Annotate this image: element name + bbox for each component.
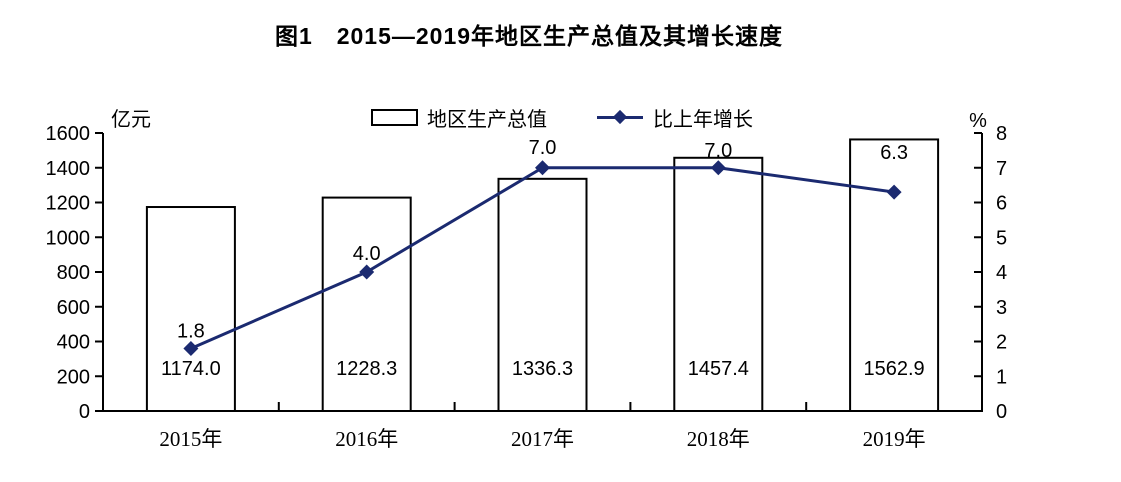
right-axis-unit-label: % xyxy=(969,110,987,132)
bar-value-label: 1174.0 xyxy=(161,358,221,380)
x-axis-category-label: 2015年 xyxy=(159,427,222,451)
left-axis-tick-label: 0 xyxy=(79,401,90,423)
left-axis-tick-label: 200 xyxy=(57,366,90,388)
bar-value-label: 1336.3 xyxy=(512,358,573,380)
right-axis-tick-label: 2 xyxy=(996,332,1007,354)
legend-label-gdp: 地区生产总值 xyxy=(427,109,547,131)
right-axis-tick-label: 0 xyxy=(996,401,1007,423)
line-value-label: 1.8 xyxy=(177,320,205,342)
x-axis-category-label: 2018年 xyxy=(687,427,750,451)
line-value-label: 7.0 xyxy=(704,140,732,162)
left-axis-tick-label: 1400 xyxy=(46,158,91,180)
left-axis-tick-label: 1600 xyxy=(46,123,91,145)
bar-value-label: 1457.4 xyxy=(688,358,749,380)
line-value-label: 6.3 xyxy=(880,142,908,164)
right-axis-tick-label: 5 xyxy=(996,227,1007,249)
right-axis-tick-label: 3 xyxy=(996,297,1007,319)
line-value-label: 7.0 xyxy=(529,137,557,159)
right-axis-tick-label: 8 xyxy=(996,123,1007,145)
left-axis-tick-label: 400 xyxy=(57,332,90,354)
bar-swatch-icon xyxy=(371,109,418,126)
line-point-marker xyxy=(535,160,550,176)
right-axis-tick-label: 1 xyxy=(996,366,1007,388)
line-point-marker xyxy=(359,264,375,280)
left-axis-tick-label: 800 xyxy=(57,262,90,284)
x-axis-category-label: 2017年 xyxy=(511,427,574,451)
bar-value-label: 1228.3 xyxy=(336,358,397,380)
left-axis-unit-label: 亿元 xyxy=(111,108,151,131)
line-swatch-icon xyxy=(597,116,643,119)
line-point-marker xyxy=(886,184,902,200)
left-axis-tick-label: 1000 xyxy=(46,227,91,249)
bar-value-label: 1562.9 xyxy=(864,358,925,380)
right-axis-tick-label: 7 xyxy=(996,158,1007,180)
chart-title: 图1 2015—2019年地区生产总值及其增长速度 xyxy=(274,23,784,49)
x-axis-category-label: 2019年 xyxy=(863,427,926,451)
legend-item-growth: 比上年增长 xyxy=(597,103,753,132)
left-axis-tick-label: 600 xyxy=(57,297,90,319)
bar xyxy=(321,196,412,412)
bar xyxy=(673,156,764,412)
line-point-marker xyxy=(183,340,199,356)
left-axis-tick-label: 1200 xyxy=(46,193,91,215)
chart-legend: 地区生产总值 比上年增长 xyxy=(371,103,753,132)
line-point-marker xyxy=(710,160,726,176)
line-value-label: 4.0 xyxy=(353,243,381,265)
bar xyxy=(497,177,588,412)
x-axis-category-label: 2016年 xyxy=(335,427,398,451)
right-axis-tick-label: 4 xyxy=(996,262,1007,284)
legend-label-growth: 比上年增长 xyxy=(653,109,753,131)
right-axis-tick-label: 6 xyxy=(996,193,1007,215)
bar xyxy=(145,206,236,412)
legend-item-gdp: 地区生产总值 xyxy=(371,103,547,132)
